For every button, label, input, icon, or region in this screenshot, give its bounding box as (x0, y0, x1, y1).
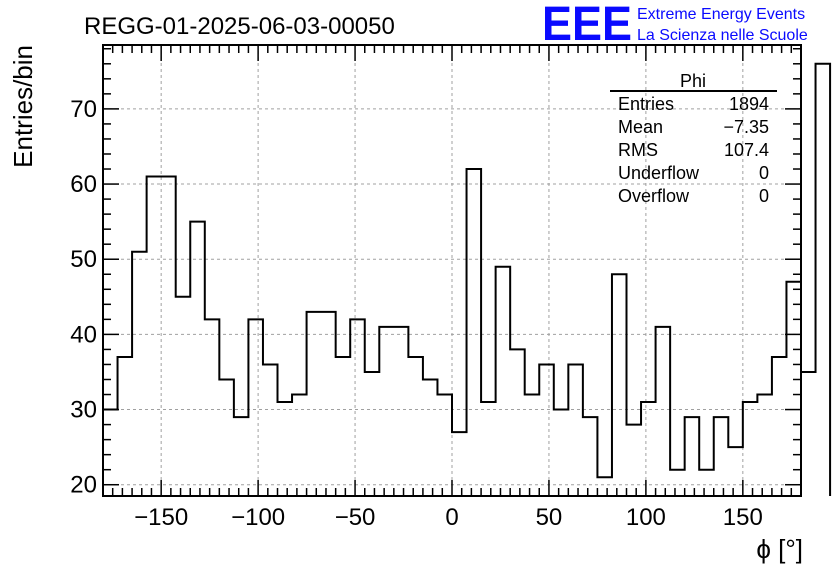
y-axis-title: Entries/bin (8, 45, 38, 168)
x-tick-label: 150 (723, 504, 763, 531)
stats-value-rms: 107.4 (724, 140, 769, 160)
stats-box: Phi Entries 1894 Mean −7.35 RMS 107.4 Un… (610, 71, 777, 206)
x-tick-label: −150 (134, 504, 188, 531)
histogram-outline (102, 62, 832, 496)
stats-label-rms: RMS (618, 140, 658, 160)
run-title: REGG-01-2025-06-03-00050 (84, 13, 395, 40)
axis-ticks (103, 45, 801, 496)
stats-label-entries: Entries (618, 94, 674, 114)
stats-box-title: Phi (680, 71, 706, 91)
y-tick-label: 20 (70, 472, 97, 499)
x-tick-label: 100 (626, 504, 666, 531)
stats-value-overflow: 0 (759, 186, 769, 206)
logo-line-1: Extreme Energy Events (637, 6, 805, 23)
y-tick-label: 50 (70, 246, 97, 273)
x-tick-label: 50 (536, 504, 563, 531)
y-tick-label: 40 (70, 321, 97, 348)
eee-logo: EEE Extreme Energy Events La Scienza nel… (542, 0, 808, 51)
x-axis-title: ϕ [°] (756, 534, 803, 564)
eee-logo-mark: EEE (542, 0, 632, 51)
x-tick-label: −100 (231, 504, 285, 531)
y-tick-labels: 20 30 40 50 60 70 (70, 96, 97, 499)
stats-value-mean: −7.35 (723, 117, 769, 137)
stats-value-underflow: 0 (759, 163, 769, 183)
stats-label-overflow: Overflow (618, 186, 690, 206)
stats-label-mean: Mean (618, 117, 663, 137)
stats-label-underflow: Underflow (618, 163, 700, 183)
y-tick-label: 60 (70, 171, 97, 198)
x-tick-labels: −150 −100 −50 0 50 100 150 (134, 504, 763, 531)
stats-value-entries: 1894 (729, 94, 769, 114)
y-tick-label: 70 (70, 96, 97, 123)
x-tick-label: −50 (335, 504, 376, 531)
y-tick-label: 30 (70, 397, 97, 424)
logo-line-2: La Scienza nelle Scuole (637, 27, 808, 44)
x-tick-label: 0 (445, 504, 458, 531)
